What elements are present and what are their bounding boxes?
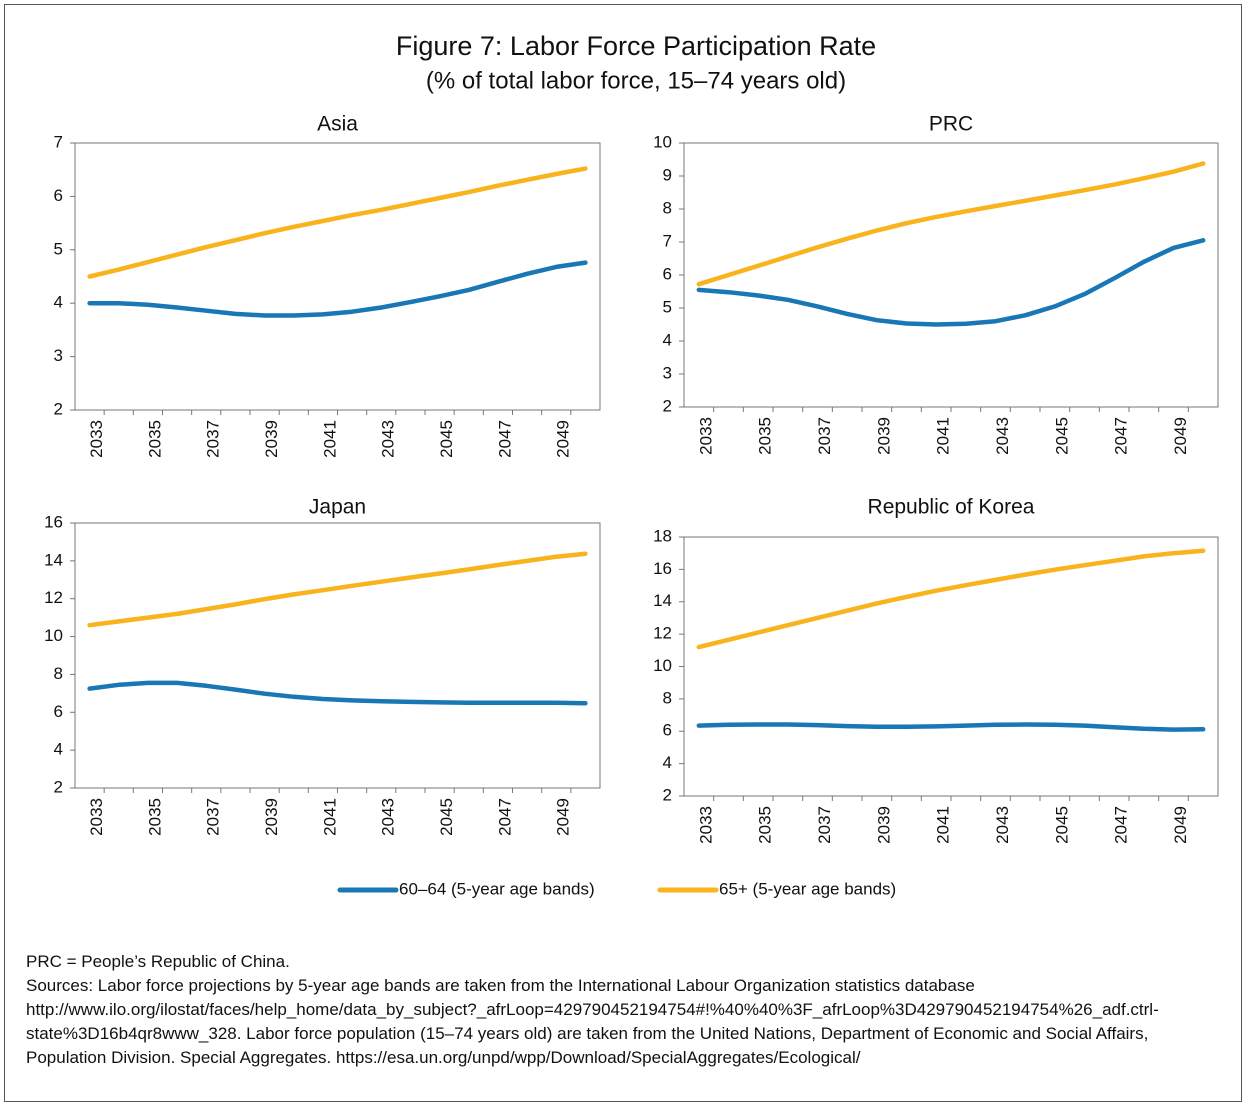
x-tick-label: 2035 (145, 798, 164, 836)
figure-subtitle: (% of total labor force, 15–74 years old… (426, 67, 846, 94)
y-tick-label: 9 (663, 165, 672, 184)
y-tick-label: 4 (54, 293, 63, 312)
y-tick-label: 12 (44, 588, 63, 607)
x-tick-label: 2049 (554, 798, 573, 836)
x-tick-label: 2049 (1171, 806, 1190, 844)
y-tick-label: 18 (653, 526, 672, 545)
legend-label: 65+ (5-year age bands) (719, 879, 896, 898)
note: Sources: Labor force projections by 5-ye… (26, 976, 1159, 1067)
x-tick-label: 2043 (993, 806, 1012, 844)
y-tick-label: 10 (653, 132, 672, 151)
x-tick-label: 2037 (204, 798, 223, 836)
y-tick-label: 6 (54, 702, 63, 721)
y-tick-label: 4 (54, 740, 63, 759)
x-tick-label: 2035 (756, 417, 775, 455)
series-line (87, 260, 588, 318)
plot-frame (683, 142, 1219, 408)
x-tick-label: 2041 (934, 806, 953, 844)
panel-title: PRC (929, 113, 973, 136)
x-tick-label: 2039 (262, 798, 281, 836)
y-tick-label: 3 (54, 346, 63, 365)
x-tick-label: 2035 (756, 806, 775, 844)
y-tick-label: 2 (663, 396, 672, 415)
panel-title: Japan (309, 496, 366, 519)
note: PRC = People’s Republic of China. (26, 952, 290, 971)
y-tick-label: 2 (54, 777, 63, 796)
x-tick-label: 2039 (874, 417, 893, 455)
panel-title: Republic of Korea (868, 496, 1035, 519)
y-tick-label: 4 (663, 753, 672, 772)
x-tick-label: 2041 (320, 798, 339, 836)
y-tick-label: 8 (54, 664, 63, 683)
y-tick-label: 7 (663, 231, 672, 250)
y-tick-label: 10 (44, 626, 63, 645)
x-tick-label: 2043 (993, 417, 1012, 455)
figure-frame (4, 4, 1242, 1102)
y-tick-label: 2 (54, 399, 63, 418)
series-line (696, 722, 1206, 732)
y-tick-label: 16 (44, 512, 63, 531)
x-tick-label: 2035 (145, 420, 164, 458)
y-tick-label: 3 (663, 363, 672, 382)
y-tick-label: 8 (663, 198, 672, 217)
x-tick-label: 2041 (320, 420, 339, 458)
x-tick-label: 2045 (437, 420, 456, 458)
y-tick-label: 6 (663, 264, 672, 283)
x-tick-label: 2047 (495, 420, 514, 458)
x-tick-label: 2045 (437, 798, 456, 836)
x-tick-label: 2047 (495, 798, 514, 836)
x-tick-label: 2049 (1171, 417, 1190, 455)
series-line (696, 161, 1206, 287)
figure-title: Figure 7: Labor Force Participation Rate (396, 31, 876, 61)
y-tick-label: 14 (44, 550, 63, 569)
y-tick-label: 5 (663, 297, 672, 316)
x-tick-label: 2043 (379, 798, 398, 836)
x-tick-label: 2037 (815, 806, 834, 844)
series-line (87, 166, 588, 279)
y-tick-label: 16 (653, 559, 672, 578)
y-tick-label: 4 (663, 330, 672, 349)
x-tick-label: 2037 (815, 417, 834, 455)
y-tick-label: 14 (653, 591, 672, 610)
panel-title: Asia (317, 113, 358, 136)
notes: PRC = People’s Republic of China. Source… (26, 950, 1226, 1070)
y-tick-label: 12 (653, 624, 672, 643)
x-tick-label: 2033 (696, 806, 715, 844)
x-tick-label: 2033 (696, 417, 715, 455)
x-tick-label: 2033 (87, 420, 106, 458)
y-tick-label: 6 (54, 186, 63, 205)
x-tick-label: 2041 (934, 417, 953, 455)
series-line (87, 680, 588, 706)
y-tick-label: 2 (663, 785, 672, 804)
x-tick-label: 2045 (1052, 806, 1071, 844)
x-tick-label: 2047 (1112, 417, 1131, 455)
x-tick-label: 2033 (87, 798, 106, 836)
x-tick-label: 2037 (204, 420, 223, 458)
legend-label: 60–64 (5-year age bands) (399, 879, 595, 898)
series-line (696, 548, 1206, 650)
x-tick-label: 2043 (379, 420, 398, 458)
y-tick-label: 10 (653, 656, 672, 675)
x-tick-label: 2039 (874, 806, 893, 844)
x-tick-label: 2047 (1112, 806, 1131, 844)
x-tick-label: 2045 (1052, 417, 1071, 455)
y-tick-label: 6 (663, 721, 672, 740)
x-tick-label: 2049 (554, 420, 573, 458)
y-tick-label: 7 (54, 132, 63, 151)
plot-frame (683, 536, 1219, 797)
y-tick-label: 5 (54, 239, 63, 258)
series-line (87, 551, 588, 628)
series-line (696, 238, 1206, 327)
y-tick-label: 8 (663, 688, 672, 707)
x-tick-label: 2039 (262, 420, 281, 458)
